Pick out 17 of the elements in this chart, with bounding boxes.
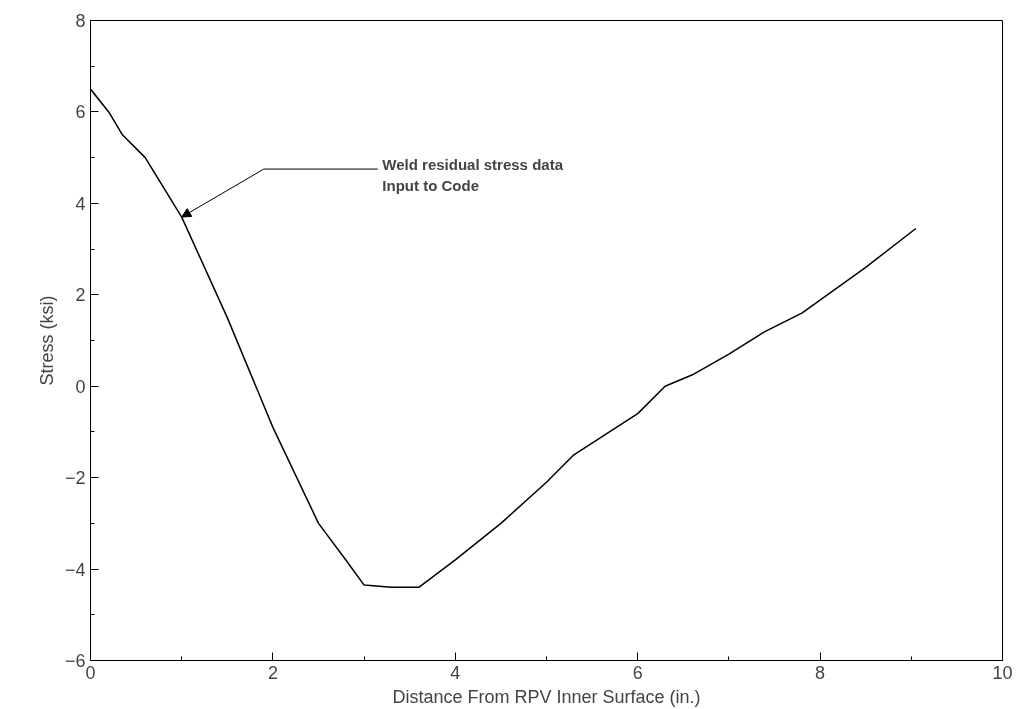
x-tick-label: 2 — [267, 662, 278, 683]
x-tick-label: 8 — [815, 662, 826, 683]
y-tick-label: 6 — [75, 102, 86, 123]
x-tick-label: 6 — [632, 662, 643, 683]
y-tick-label: −4 — [64, 559, 86, 580]
x-tick-label: 4 — [450, 662, 461, 683]
line-series — [90, 88, 917, 589]
y-tick-label: −6 — [64, 651, 86, 671]
y-tick-label: 4 — [75, 193, 86, 214]
y-tick-label: 8 — [75, 11, 86, 31]
y-tick-label: 0 — [75, 376, 86, 397]
x-tick-label: 10 — [992, 662, 1013, 683]
y-tick-label: −2 — [64, 468, 86, 489]
annotation: Weld residual stress data Input to Code — [382, 156, 564, 194]
y-tick-label: 2 — [75, 285, 86, 306]
y-axis-title: Stress (ksi) — [36, 295, 57, 386]
x-axis-title: Distance From RPV Inner Surface (in.) — [392, 686, 701, 707]
